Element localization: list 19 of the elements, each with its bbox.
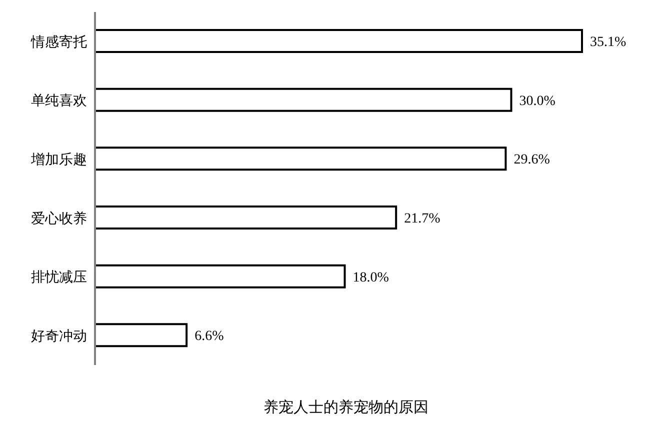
y-tick-label: 单纯喜欢 xyxy=(31,93,87,110)
bar xyxy=(94,264,346,288)
y-tick-label: 爱心收养 xyxy=(31,210,87,227)
y-tick-label: 情感寄托 xyxy=(30,34,87,50)
data-label: 6.6% xyxy=(194,329,224,344)
y-tick-label: 好奇冲动 xyxy=(31,328,87,345)
data-label: 30.0% xyxy=(519,94,556,109)
y-tick-label: 增加乐趣 xyxy=(30,152,87,168)
bar xyxy=(94,88,512,112)
data-label: 29.6% xyxy=(514,152,550,168)
bar xyxy=(94,29,583,53)
bar xyxy=(94,206,398,230)
bar xyxy=(94,323,188,348)
data-label: 18.0% xyxy=(352,270,390,286)
text: 养宠人士的养宠物的原因 xyxy=(262,398,430,417)
y-tick-label: 排忧减压 xyxy=(31,270,87,286)
data-label: 35.1% xyxy=(590,34,626,50)
data-label: 21.7% xyxy=(404,211,441,226)
bar xyxy=(94,146,507,171)
